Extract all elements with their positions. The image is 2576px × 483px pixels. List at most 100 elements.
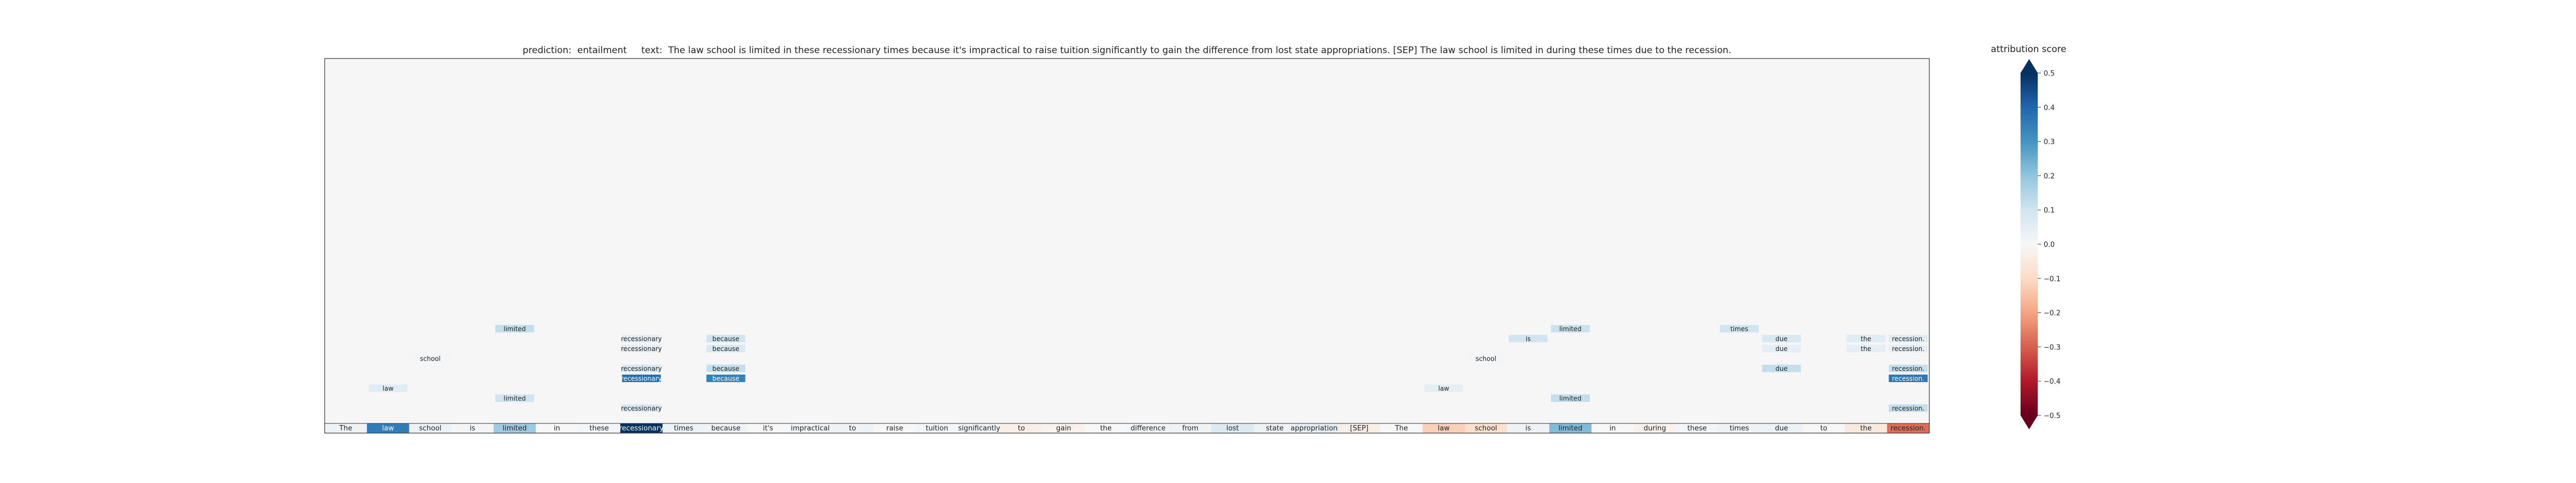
related-token-label: recession. (1892, 335, 1924, 343)
token-cell (620, 423, 663, 433)
text-value: The law school is limited in these reces… (668, 45, 1732, 56)
related-token-cell (1889, 345, 1928, 353)
token-label: school (419, 425, 442, 433)
token-label: these (589, 425, 609, 433)
related-token-cell (621, 375, 661, 382)
related-token-cell (706, 375, 745, 382)
related-token-label: recessionary (621, 345, 662, 353)
related-token-label: recession. (1892, 365, 1924, 372)
token-cell (1887, 423, 1930, 433)
colorbar-tick-label: 0.3 (2044, 138, 2055, 147)
prediction-label: prediction: (522, 45, 572, 56)
token-cell (1549, 423, 1592, 433)
token-cell (958, 423, 1001, 433)
token-cell (1254, 423, 1297, 433)
colorbar: 0.5 0.4 0.3 0.2 0.1 0.0 −0.1 −0.2 −0.3 −0.4 −0.5 (2021, 59, 2061, 429)
related-token-cell (495, 325, 535, 333)
token-cell (747, 423, 790, 433)
token-label: law (382, 425, 394, 433)
token-label: it's (763, 425, 773, 433)
token-cell (916, 423, 958, 433)
token-cell (493, 423, 536, 433)
related-token-cell (411, 355, 450, 362)
related-token-label: because (712, 365, 739, 372)
related-token-cell (1846, 335, 1886, 342)
colorbar-gradient (2021, 73, 2038, 415)
token-label: because (711, 425, 740, 433)
related-token-label: limited (1559, 325, 1581, 333)
token-cell (1465, 423, 1507, 433)
token-label: during (1644, 425, 1666, 433)
colorbar-tick-label: 0.2 (2044, 172, 2055, 180)
related-token-cell (621, 404, 661, 412)
token-cell (1127, 423, 1170, 433)
colorbar-tick-label: −0.2 (2044, 310, 2061, 318)
colorbar-tick-label: 0.4 (2044, 104, 2055, 112)
related-token-label: law (383, 385, 394, 392)
colorbar-tick-label: −0.3 (2044, 343, 2061, 352)
related-token-cell (1550, 394, 1590, 402)
related-token-cell (706, 364, 745, 372)
token-label: The (339, 425, 352, 433)
token-label: is (1525, 425, 1531, 433)
token-label: recession. (1891, 425, 1926, 433)
token-cell (1169, 423, 1212, 433)
text-label: text: (641, 45, 663, 56)
token-label: The (1394, 425, 1408, 433)
related-token-cell (1762, 345, 1801, 353)
related-token-layer: law school limited limited recessionary reces… (368, 325, 1928, 412)
related-token-cell (1846, 345, 1886, 353)
related-token-cell (706, 345, 745, 353)
related-token-cell (1889, 364, 1928, 372)
related-token-label: is (1526, 335, 1531, 343)
related-token-label: law (1438, 385, 1450, 392)
token-cell (1296, 423, 1338, 433)
token-label: gain (1056, 425, 1071, 433)
related-token-label: recessionary (621, 335, 662, 343)
related-token-cell (621, 335, 661, 342)
token-cell (1042, 423, 1085, 433)
related-token-label: limited (503, 395, 525, 402)
token-cell (789, 423, 832, 433)
related-token-label: recession. (1892, 375, 1924, 383)
token-label: to (849, 425, 856, 433)
token-label: the (1100, 425, 1111, 433)
colorbar-top-extension (2021, 59, 2038, 73)
related-token-cell (1719, 325, 1759, 333)
token-cell (873, 423, 917, 433)
token-label: appropriations. (1291, 425, 1343, 433)
related-token-cell (621, 364, 661, 372)
plot-frame (324, 58, 1930, 434)
related-token-label: the (1861, 335, 1871, 343)
token-cell (1760, 423, 1803, 433)
token-cell (1718, 423, 1761, 433)
token-label: is (470, 425, 475, 433)
token-cell (578, 423, 621, 433)
plot-background (325, 58, 1929, 433)
prediction-value: entailment (577, 45, 627, 56)
colorbar-tick-label: 0.0 (2044, 241, 2055, 249)
token-cell (451, 423, 494, 433)
related-token-cell (1889, 375, 1928, 382)
colorbar-tick-label: −0.4 (2044, 378, 2061, 386)
token-label: to (1820, 425, 1827, 433)
token-label: tuition (926, 425, 948, 433)
token-cell (325, 423, 368, 433)
related-token-label: limited (503, 325, 525, 333)
token-label: times (1730, 425, 1749, 433)
related-token-label: due (1775, 335, 1788, 343)
token-cell (831, 423, 874, 433)
token-label: recessionary (619, 425, 664, 433)
related-token-cell (495, 394, 535, 402)
related-token-cell (1509, 335, 1548, 342)
related-token-cell (621, 345, 661, 353)
token-label: [SEP] (1350, 425, 1368, 433)
related-token-label: school (1476, 355, 1496, 363)
token-label: law (1438, 425, 1450, 433)
token-cell (367, 423, 409, 433)
token-label: impractical (791, 425, 830, 433)
related-token-cell (1466, 355, 1506, 362)
token-label: difference (1131, 425, 1166, 433)
token-cell (1000, 423, 1043, 433)
